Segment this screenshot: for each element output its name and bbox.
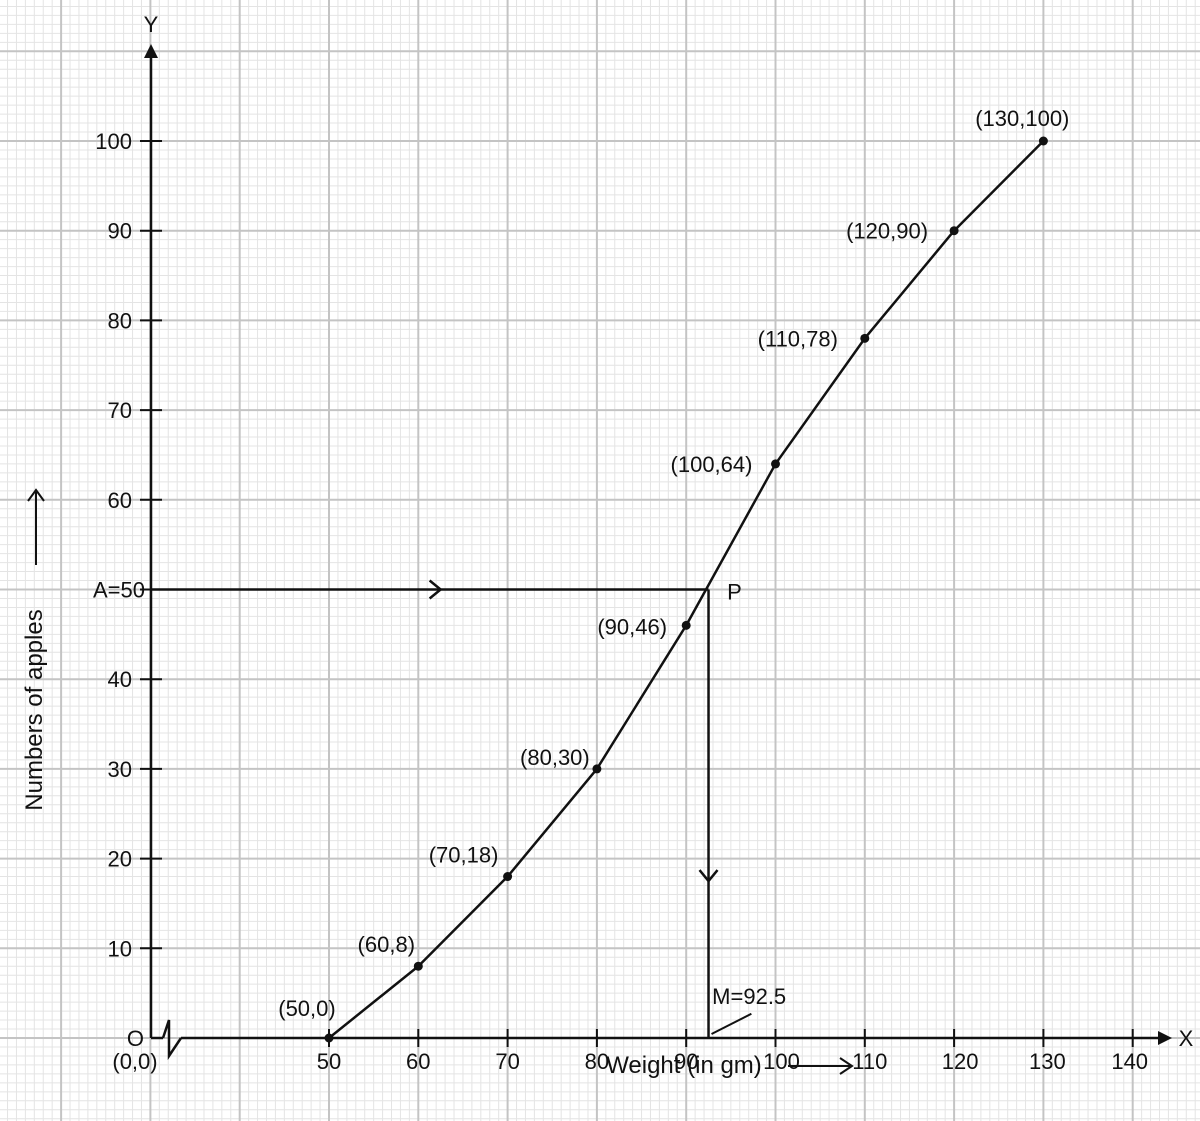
data-point-label: (60,8) — [358, 932, 415, 957]
axes: XY — [144, 12, 1194, 1061]
median-point-label: P — [727, 580, 742, 605]
y-tick-label: 90 — [108, 219, 132, 244]
data-point — [413, 961, 423, 971]
y-tick-label: 70 — [108, 398, 132, 423]
y-axis-title: Numbers of apples — [21, 609, 48, 810]
x-tick-label: 70 — [495, 1049, 519, 1074]
median-vertical-arrow — [698, 869, 719, 883]
x-tick-label: 140 — [1111, 1049, 1148, 1074]
x-axis-arrowhead — [1158, 1031, 1172, 1045]
data-points — [324, 136, 1048, 1043]
median-leader-line — [711, 1012, 752, 1035]
x-axis-name: X — [1179, 1026, 1194, 1051]
m-value-label: M=92.5 — [712, 984, 786, 1009]
y-tick-label: 10 — [108, 936, 132, 961]
data-point-label: (110,78) — [758, 326, 838, 351]
data-point-label: (130,100) — [975, 106, 1069, 131]
y-tick-label: 60 — [108, 488, 132, 513]
y-tick-label: 100 — [95, 129, 132, 154]
y-tick-label: 20 — [108, 847, 132, 872]
x-tick-label: 60 — [406, 1049, 430, 1074]
x-tick-label: 100 — [763, 1049, 800, 1074]
x-tick-label: 110 — [852, 1049, 887, 1074]
data-point-label: (80,30) — [520, 745, 590, 770]
x-tick-label: 130 — [1029, 1049, 1066, 1074]
a-value-label: A=50 — [93, 578, 145, 603]
y-axis-title-arrow-head — [27, 488, 45, 502]
x-tick-label: 50 — [317, 1049, 341, 1074]
data-point — [681, 620, 691, 630]
data-point — [324, 1033, 334, 1043]
x-tick-label: 120 — [942, 1049, 979, 1074]
data-point-label: (50,0) — [278, 996, 335, 1021]
data-point — [949, 226, 959, 236]
text-labels: (50,0) (60,8) (70,18) (80,30) (90,46) (100,64… — [21, 106, 1069, 1079]
data-point-label: (90,46) — [597, 614, 667, 639]
origin-coordinate-label: (0,0) — [112, 1049, 157, 1074]
y-tick-label: 30 — [108, 757, 132, 782]
data-point — [592, 764, 602, 774]
data-point — [860, 333, 870, 343]
data-point — [1038, 136, 1048, 146]
median-horizontal-arrow — [428, 579, 443, 600]
y-tick-label: 40 — [108, 667, 132, 692]
data-point — [503, 872, 513, 882]
origin-label: O — [127, 1026, 144, 1051]
x-axis-title-arrow-head — [839, 1057, 854, 1075]
x-tick-label: 80 — [585, 1049, 609, 1074]
data-point-label: (120,90) — [846, 219, 928, 244]
y-axis-name: Y — [144, 12, 159, 37]
data-point — [771, 459, 780, 469]
data-point-label: (100,64) — [671, 452, 753, 477]
x-axis-title: Weight (in gm) — [606, 1052, 762, 1079]
axis-ticks: 50 60 70 80 90 100 110 120 130 140 10 20 30 40 60 70 80 9… — [95, 129, 1148, 1074]
x-axis-break-mark — [161, 1019, 183, 1061]
y-tick-label: 80 — [108, 308, 132, 333]
data-point-label: (70,18) — [429, 843, 499, 868]
median-construction — [151, 579, 752, 1038]
x-tick-label: 90 — [674, 1049, 698, 1074]
y-axis-arrowhead — [144, 44, 158, 58]
